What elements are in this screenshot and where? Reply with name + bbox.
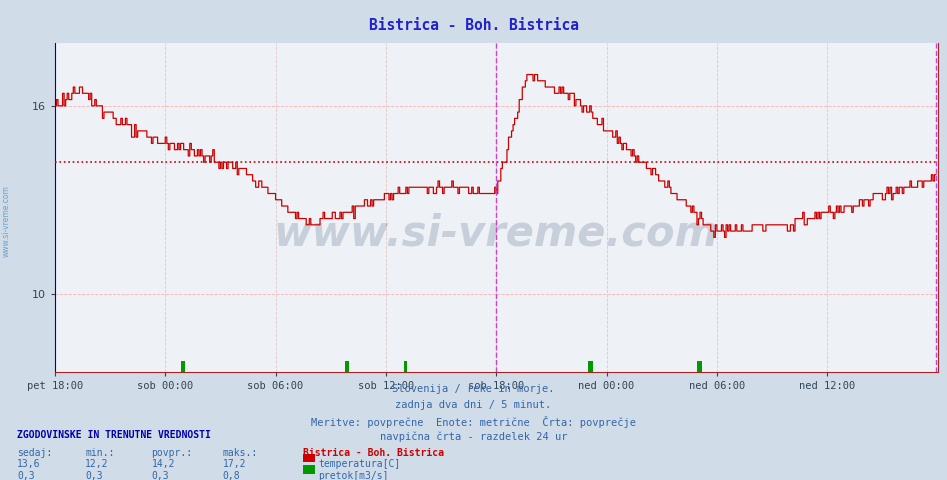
Bar xyxy=(699,361,702,372)
Text: 0,3: 0,3 xyxy=(17,471,35,480)
Text: Bistrica - Boh. Bistrica: Bistrica - Boh. Bistrica xyxy=(303,448,444,458)
Text: povpr.:: povpr.: xyxy=(152,448,192,458)
Text: 0,3: 0,3 xyxy=(152,471,170,480)
Text: Bistrica - Boh. Bistrica: Bistrica - Boh. Bistrica xyxy=(368,18,579,33)
Bar xyxy=(404,361,407,372)
Bar xyxy=(181,361,184,372)
Text: navpična črta - razdelek 24 ur: navpična črta - razdelek 24 ur xyxy=(380,432,567,442)
Bar xyxy=(590,361,593,372)
Bar xyxy=(345,361,348,372)
Bar xyxy=(182,361,186,372)
Text: 14,2: 14,2 xyxy=(152,459,175,469)
Text: 12,2: 12,2 xyxy=(85,459,109,469)
Text: temperatura[C]: temperatura[C] xyxy=(318,459,401,469)
Text: maks.:: maks.: xyxy=(223,448,258,458)
Bar xyxy=(346,361,349,372)
Bar xyxy=(588,361,591,372)
Text: pretok[m3/s]: pretok[m3/s] xyxy=(318,471,388,480)
Text: Slovenija / reke in morje.: Slovenija / reke in morje. xyxy=(392,384,555,394)
Text: Meritve: povprečne  Enote: metrične  Črta: povprečje: Meritve: povprečne Enote: metrične Črta:… xyxy=(311,416,636,428)
Text: www.si-vreme.com: www.si-vreme.com xyxy=(274,213,719,255)
Text: 0,8: 0,8 xyxy=(223,471,241,480)
Text: ZGODOVINSKE IN TRENUTNE VREDNOSTI: ZGODOVINSKE IN TRENUTNE VREDNOSTI xyxy=(17,430,211,440)
Bar xyxy=(697,361,700,372)
Text: www.si-vreme.com: www.si-vreme.com xyxy=(1,185,10,257)
Text: 0,3: 0,3 xyxy=(85,471,103,480)
Text: sedaj:: sedaj: xyxy=(17,448,52,458)
Text: 17,2: 17,2 xyxy=(223,459,246,469)
Text: zadnja dva dni / 5 minut.: zadnja dva dni / 5 minut. xyxy=(396,400,551,410)
Text: 13,6: 13,6 xyxy=(17,459,41,469)
Text: min.:: min.: xyxy=(85,448,115,458)
